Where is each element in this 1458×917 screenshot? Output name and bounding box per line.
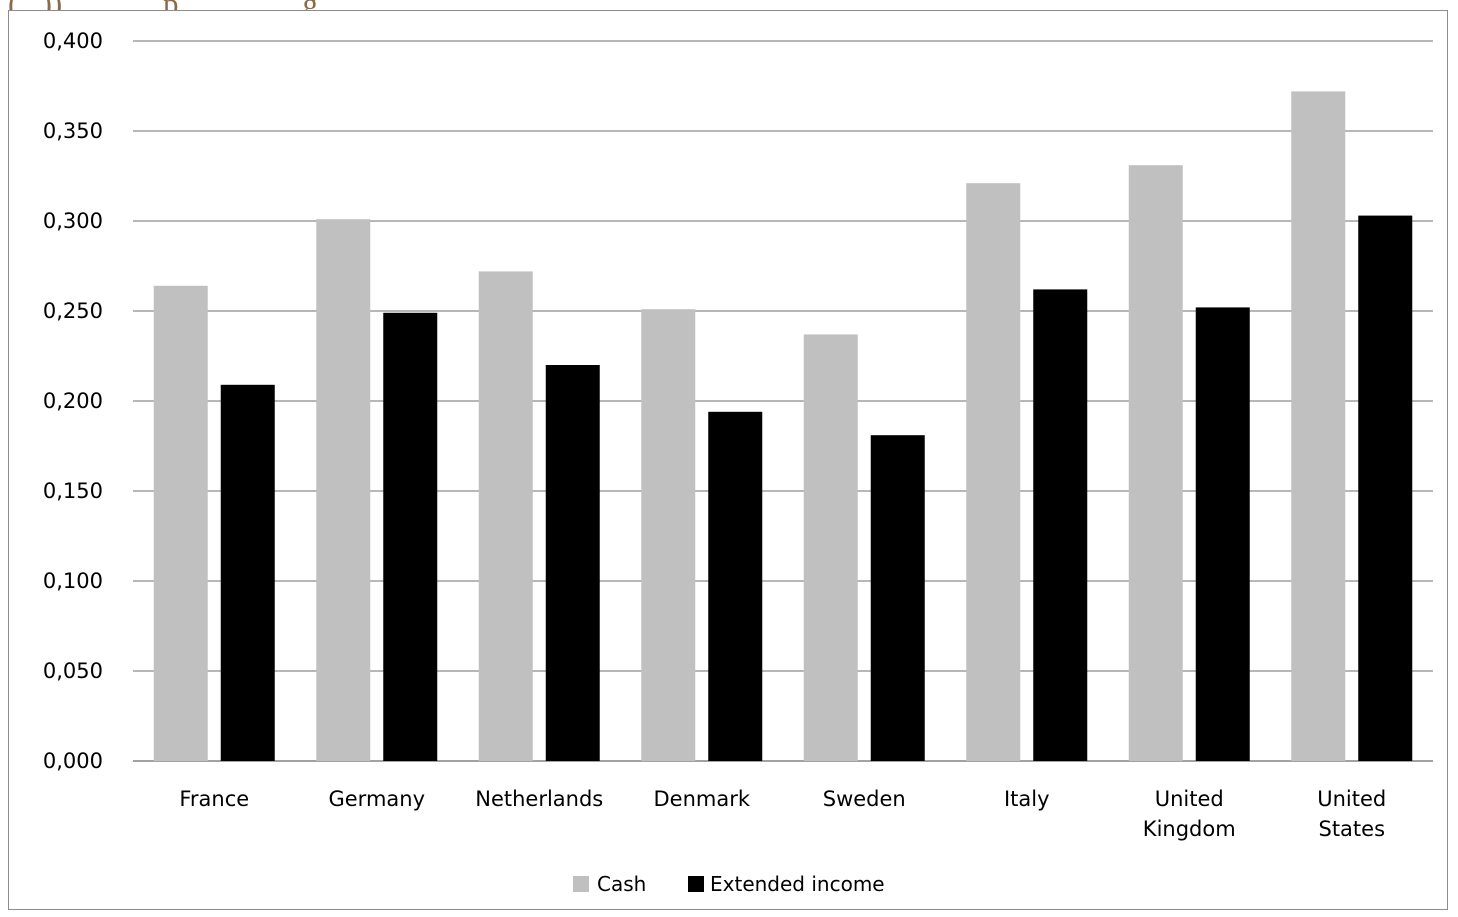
legend: Cash Extended income: [573, 872, 885, 896]
bar-cash: [153, 285, 208, 761]
x-category-label: France: [179, 787, 249, 811]
bar-cash: [316, 219, 371, 761]
x-category-label: Italy: [1004, 787, 1050, 811]
y-tick-label: 0,150: [43, 479, 103, 503]
y-tick-label: 0,400: [43, 29, 103, 53]
x-category-label: United Kingdom: [1143, 787, 1236, 841]
bar-cash: [1128, 165, 1183, 761]
y-tick-label: 0,300: [43, 209, 103, 233]
y-tick-label: 0,100: [43, 569, 103, 593]
bar-extended-income: [545, 365, 600, 761]
bar-cash: [641, 309, 696, 761]
y-tick-label: 0,350: [43, 119, 103, 143]
bar-extended-income: [870, 435, 925, 761]
y-tick-label: 0,050: [43, 659, 103, 683]
y-tick-label: 0,200: [43, 389, 103, 413]
bar-extended-income: [1358, 215, 1413, 762]
bar-cash: [803, 334, 858, 761]
bar-cash: [478, 271, 533, 761]
x-category-label: Netherlands: [475, 787, 603, 811]
x-category-label: Germany: [328, 787, 425, 811]
bar-extended-income: [1195, 307, 1250, 761]
legend-swatch: [688, 876, 704, 892]
bar-extended-income: [1033, 289, 1088, 761]
bar-cash: [1291, 91, 1346, 761]
bar-extended-income: [220, 384, 275, 761]
x-category-label: Sweden: [823, 787, 906, 811]
legend-label: Cash: [597, 872, 646, 896]
bar-extended-income: [708, 411, 763, 761]
legend-swatch: [573, 876, 589, 892]
bar-extended-income: [383, 312, 438, 761]
x-category-label: United States: [1317, 787, 1386, 841]
bars: [153, 91, 1413, 762]
y-tick-label: 0,250: [43, 299, 103, 323]
x-category-label: Denmark: [653, 787, 750, 811]
legend-label: Extended income: [710, 872, 885, 896]
y-axis-tick-labels: 0,000 0,050 0,100 0,150 0,200 0,250 0,300 0,350…: [43, 29, 103, 773]
y-tick-label: 0,000: [43, 749, 103, 773]
x-axis-category-labels: France Germany Netherlands Denmark Sweden Ita…: [179, 787, 1386, 841]
bar-cash: [966, 183, 1021, 761]
